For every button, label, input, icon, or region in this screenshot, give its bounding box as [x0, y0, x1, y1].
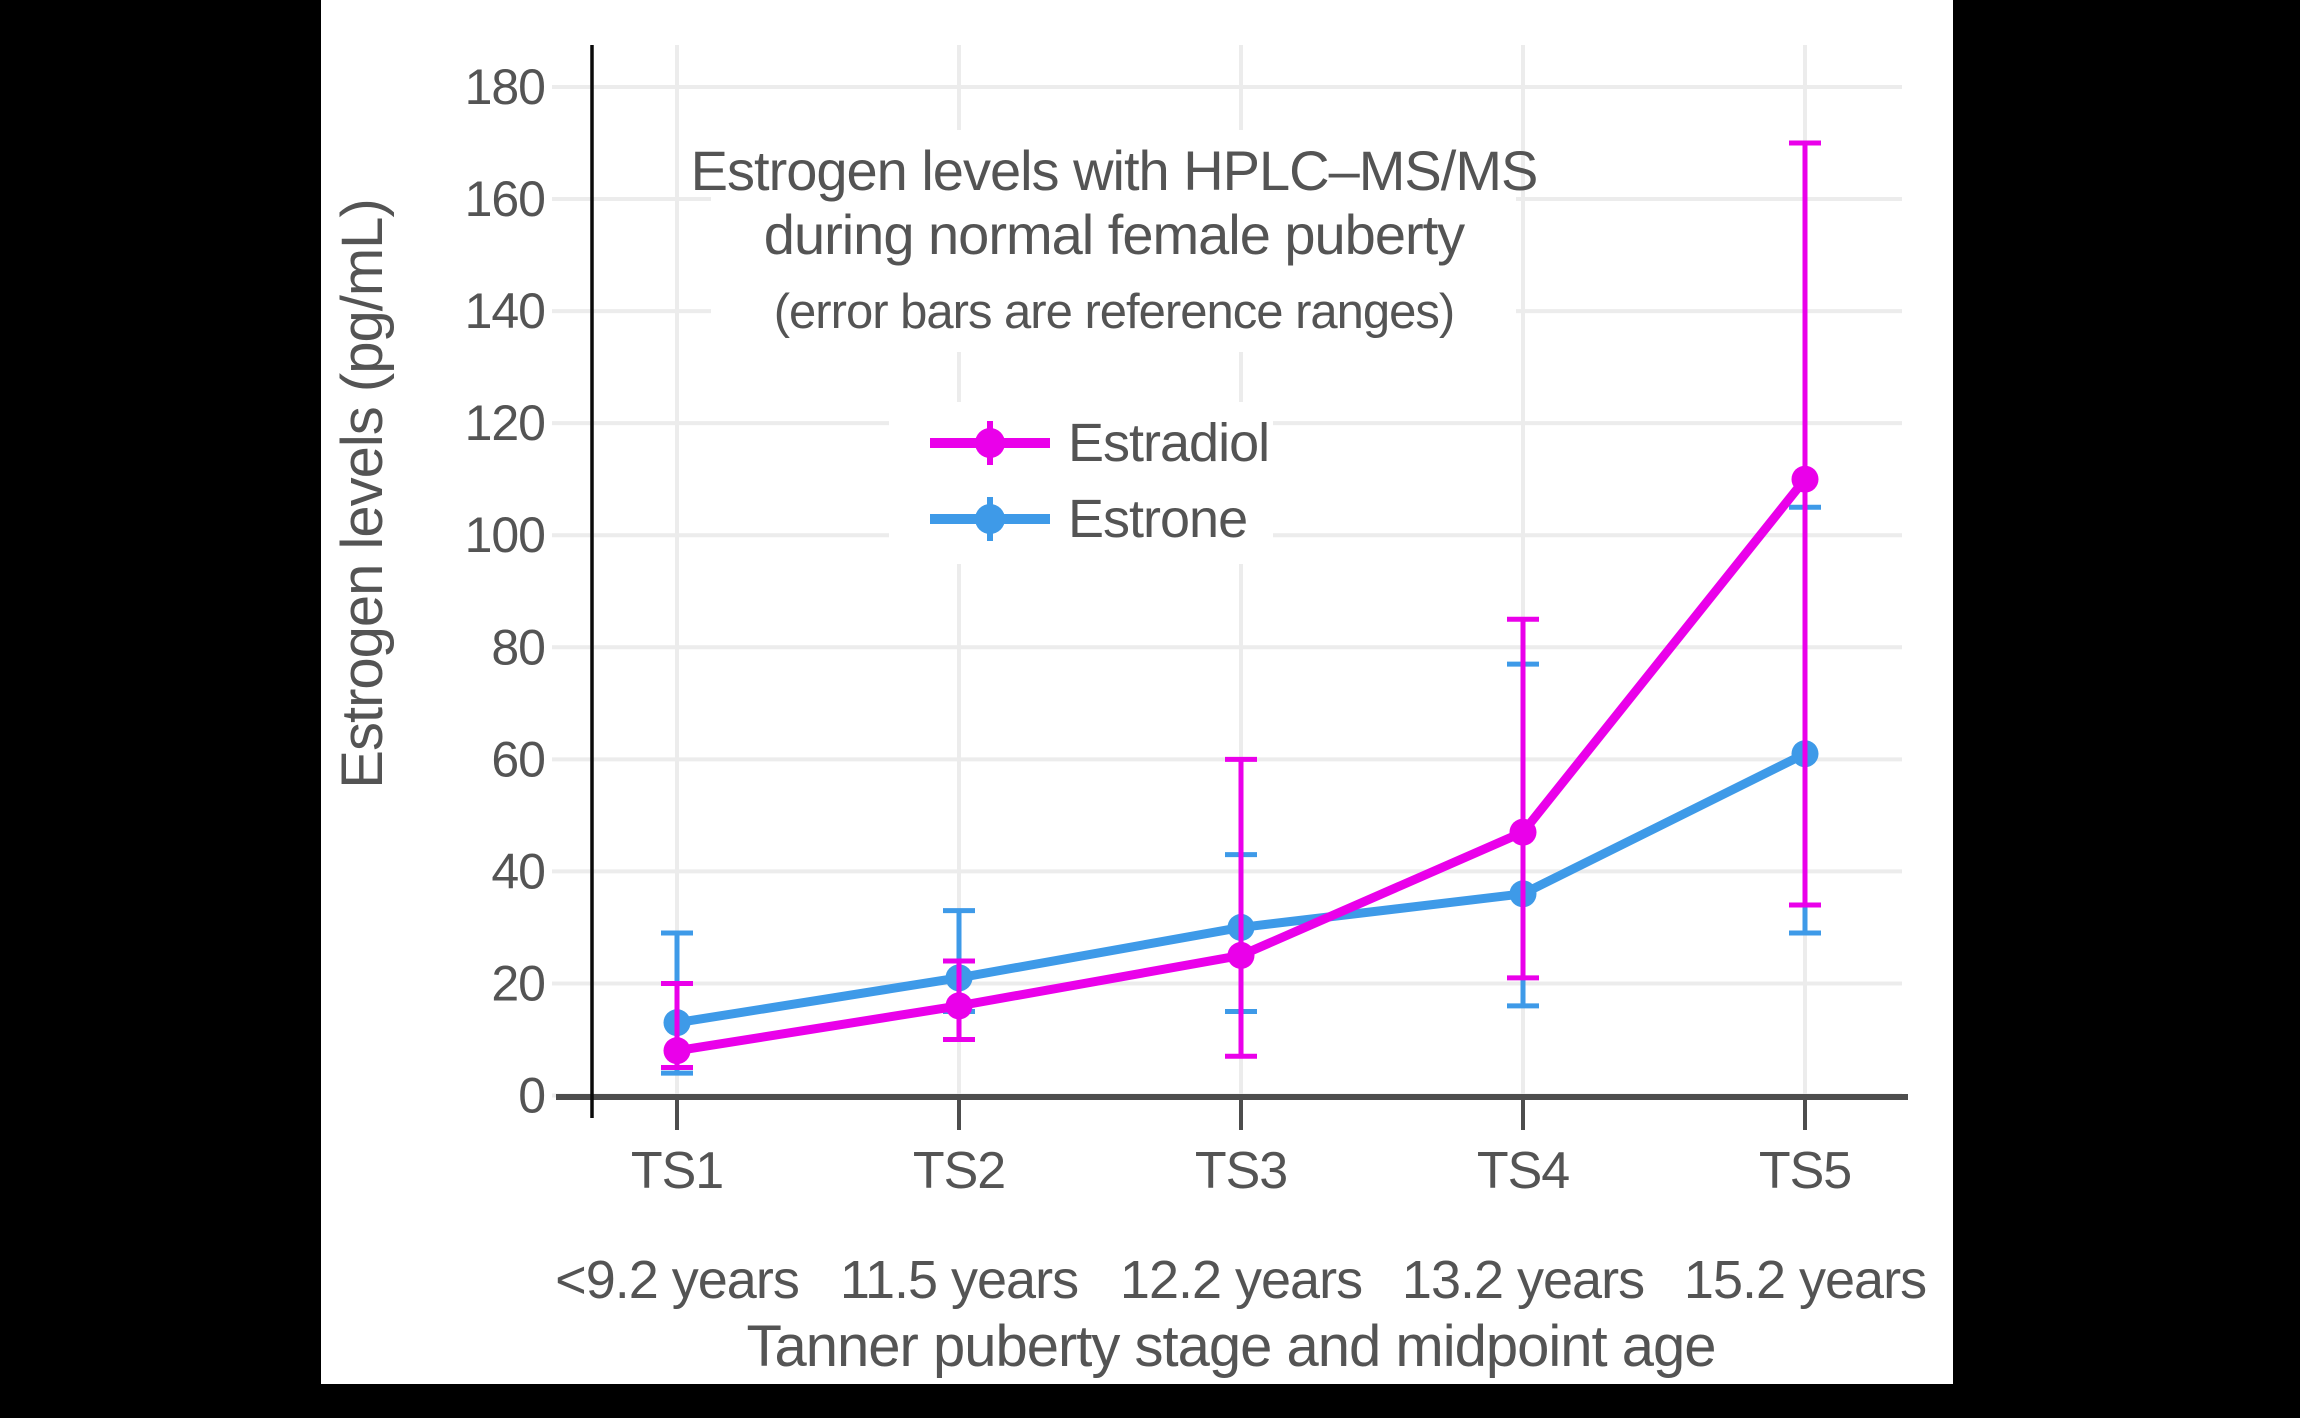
x-tick-label-stage: TS1 — [631, 1142, 723, 1200]
y-axis-title: Estrogen levels (pg/mL) — [330, 199, 395, 788]
y-tick-label: 0 — [518, 1068, 545, 1124]
x-tick-label-age: 15.2 years — [1684, 1250, 1926, 1310]
y-tick-label: 100 — [465, 507, 545, 563]
legend-background — [889, 402, 1273, 564]
title-background — [711, 130, 1516, 352]
series-layer — [661, 140, 1821, 1076]
x-axis-title: Tanner puberty stage and midpoint age — [746, 1314, 1715, 1379]
legend-label-estradiol: Estradiol — [1068, 413, 1269, 473]
x-tick-label-age: 11.5 years — [840, 1250, 1078, 1310]
x-tick-label-age: 13.2 years — [1402, 1250, 1644, 1310]
y-tick-label: 20 — [491, 955, 545, 1011]
x-tick-label-stage: TS5 — [1759, 1142, 1851, 1200]
x-tick-label-stage: TS3 — [1195, 1142, 1287, 1200]
data-point-estradiol — [663, 1037, 691, 1065]
y-tick-label: 160 — [465, 171, 545, 227]
chart-canvas: 0 20 40 60 80 100 120 140 160 180 TS1 <9.2 years TS2… — [321, 0, 1953, 1384]
y-tick-label: 120 — [465, 395, 545, 451]
data-point-estradiol — [1227, 941, 1255, 969]
chart-subtitle: (error bars are reference ranges) — [774, 285, 1455, 339]
axes-layer — [556, 45, 1908, 1130]
estrogen-line-chart: 0 20 40 60 80 100 120 140 160 180 TS1 <9.2 years TS2… — [330, 45, 1928, 1379]
data-point-estradiol — [1791, 465, 1819, 493]
legend-key-point — [975, 504, 1005, 534]
tick-labels-layer: 0 20 40 60 80 100 120 140 160 180 TS1 <9.2 years TS2… — [465, 59, 1928, 1310]
chart-title-line2: during normal female puberty — [764, 203, 1465, 266]
legend-label-estrone: Estrone — [1068, 489, 1247, 549]
x-tick-label-age: 12.2 years — [1120, 1250, 1362, 1310]
y-tick-label: 40 — [491, 843, 545, 899]
chart-title-line1: Estrogen levels with HPLC–MS/MS — [691, 139, 1538, 202]
legend-key-point — [975, 428, 1005, 458]
y-tick-label: 60 — [491, 731, 545, 787]
legend-symbols-layer — [930, 421, 1050, 541]
data-point-estradiol — [945, 992, 973, 1020]
y-tick-label: 80 — [491, 619, 545, 675]
y-tick-label: 180 — [465, 59, 545, 115]
x-tick-label-age: <9.2 years — [555, 1250, 799, 1310]
x-tick-label-stage: TS4 — [1477, 1142, 1569, 1200]
y-tick-label: 140 — [465, 283, 545, 339]
x-tick-label-stage: TS2 — [913, 1142, 1005, 1200]
data-point-estradiol — [1509, 818, 1537, 846]
